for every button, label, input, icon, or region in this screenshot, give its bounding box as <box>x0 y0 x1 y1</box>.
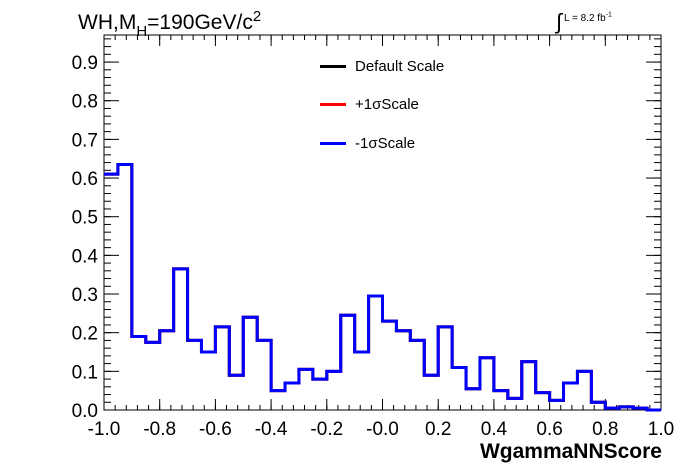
legend-swatch-plus1sigma <box>320 103 346 106</box>
y-tick-label: 0.9 <box>72 53 98 74</box>
luminosity-label: ∫ L = 8.2 fb-1 <box>556 9 612 34</box>
x-tick-label: -1.0 <box>88 419 121 440</box>
x-tick-label: -0.2 <box>310 419 343 440</box>
x-tick-label: 0.8 <box>592 419 618 440</box>
x-axis-label: WgammaNNScore <box>479 440 662 463</box>
y-tick-label: 0.6 <box>72 169 98 190</box>
y-tick-label: 0.7 <box>72 130 98 151</box>
chart-title: WH,MH=190GeV/c2 <box>78 8 262 40</box>
x-tick-label: -0.8 <box>143 419 176 440</box>
plot-frame <box>103 34 662 411</box>
y-tick-label: 0.4 <box>72 246 99 267</box>
x-tick-label: 0.4 <box>481 419 508 440</box>
y-tick-label: 0.8 <box>72 92 98 113</box>
legend-entry-minus1sigma: -1σScale <box>320 135 415 152</box>
x-tick-label: 0.2 <box>425 419 451 440</box>
legend-swatch-minus1sigma <box>320 142 346 145</box>
x-tick-label: 0.6 <box>536 419 562 440</box>
x-tick-label: -0.0 <box>366 419 399 440</box>
x-tick-label: -0.6 <box>199 419 232 440</box>
y-tick-label: 0.5 <box>72 208 98 229</box>
x-tick-label: 1.0 <box>648 419 674 440</box>
legend-entry-plus1sigma: +1σScale <box>320 96 419 113</box>
x-tick-label: -0.4 <box>255 419 288 440</box>
series-line-minus1sigma <box>104 163 661 412</box>
y-tick-label: 0.1 <box>72 362 98 383</box>
y-tick-label: 0.2 <box>72 324 98 345</box>
legend-swatch-default <box>320 65 346 68</box>
integral-symbol: ∫ <box>556 9 563 34</box>
y-tick-label: 0.0 <box>72 401 98 422</box>
legend-entry-default: Default Scale <box>320 58 444 75</box>
y-tick-label: 0.3 <box>72 285 98 306</box>
